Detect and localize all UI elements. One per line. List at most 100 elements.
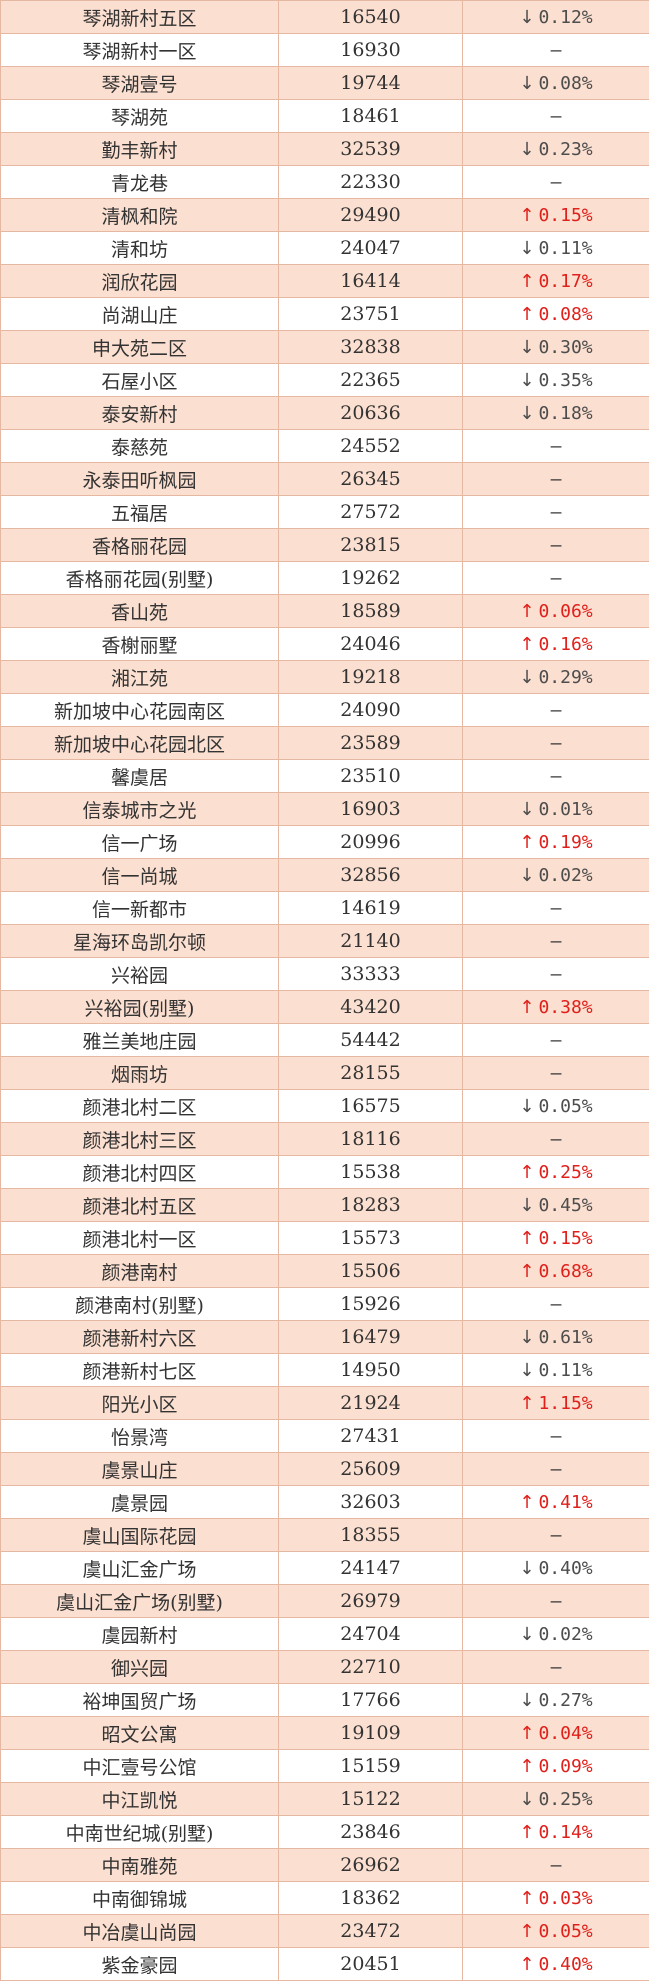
change-value: 0.14%	[538, 1822, 592, 1843]
change-value: 0.27%	[538, 1690, 592, 1711]
price-cell: 20636	[279, 397, 463, 430]
arrow-down-icon: ↓	[519, 1558, 534, 1579]
community-name-cell: 香榭丽墅	[1, 628, 279, 661]
price-cell: 23751	[279, 298, 463, 331]
arrow-up-icon: ↑	[519, 1228, 534, 1249]
change-cell: ↓0.23%	[463, 133, 649, 166]
change-value: 0.40%	[538, 1558, 592, 1579]
arrow-down-icon: ↓	[519, 337, 534, 358]
community-name-cell: 永泰田听枫园	[1, 463, 279, 496]
change-value: 0.61%	[538, 1327, 592, 1348]
community-name-cell: 新加坡中心花园北区	[1, 727, 279, 760]
change-value: 0.08%	[538, 73, 592, 94]
community-name-cell: 御兴园	[1, 1651, 279, 1684]
community-name-cell: 清枫和院	[1, 199, 279, 232]
arrow-down-icon: ↓	[519, 370, 534, 391]
community-name-cell: 中江凯悦	[1, 1783, 279, 1816]
price-cell: 21924	[279, 1387, 463, 1420]
change-value: –	[551, 1294, 562, 1315]
arrow-up-icon: ↑	[519, 601, 534, 622]
price-cell: 21140	[279, 925, 463, 958]
community-name-cell: 怡景湾	[1, 1420, 279, 1453]
price-cell: 29490	[279, 199, 463, 232]
community-name-cell: 琴湖新村五区	[1, 1, 279, 34]
arrow-down-icon: ↓	[519, 1690, 534, 1711]
change-value: 0.15%	[538, 205, 592, 226]
change-cell: ↓0.35%	[463, 364, 649, 397]
arrow-down-icon: ↓	[519, 667, 534, 688]
change-value: –	[551, 469, 562, 490]
price-cell: 20996	[279, 826, 463, 859]
arrow-down-icon: ↓	[519, 1360, 534, 1381]
community-name-cell: 尚湖山庄	[1, 298, 279, 331]
price-cell: 18461	[279, 100, 463, 133]
change-cell: ↓0.27%	[463, 1684, 649, 1717]
change-value: 0.15%	[538, 1228, 592, 1249]
price-cell: 17766	[279, 1684, 463, 1717]
arrow-down-icon: ↓	[519, 799, 534, 820]
change-cell: ↓0.18%	[463, 397, 649, 430]
change-cell: –	[463, 463, 649, 496]
change-value: –	[551, 733, 562, 754]
community-name-cell: 虞园新村	[1, 1618, 279, 1651]
community-name-cell: 中南雅苑	[1, 1849, 279, 1882]
community-name-cell: 琴湖壹号	[1, 67, 279, 100]
community-name-cell: 中南世纪城(别墅)	[1, 1816, 279, 1849]
community-name-cell: 颜港北村一区	[1, 1222, 279, 1255]
arrow-down-icon: ↓	[519, 1327, 534, 1348]
price-cell: 24090	[279, 694, 463, 727]
price-cell: 24704	[279, 1618, 463, 1651]
change-value: –	[551, 1855, 562, 1876]
price-cell: 32838	[279, 331, 463, 364]
change-cell: –	[463, 1420, 649, 1453]
arrow-up-icon: ↑	[519, 1492, 534, 1513]
arrow-down-icon: ↓	[519, 1096, 534, 1117]
price-cell: 28155	[279, 1057, 463, 1090]
change-cell: –	[463, 925, 649, 958]
change-value: 0.06%	[538, 601, 592, 622]
change-value: 0.12%	[538, 7, 592, 28]
price-cell: 16414	[279, 265, 463, 298]
community-name-cell: 兴裕园	[1, 958, 279, 991]
price-cell: 22710	[279, 1651, 463, 1684]
change-cell: ↓0.08%	[463, 67, 649, 100]
change-value: 1.15%	[538, 1393, 592, 1414]
price-cell: 26979	[279, 1585, 463, 1618]
change-value: –	[551, 766, 562, 787]
change-cell: –	[463, 496, 649, 529]
change-value: 0.18%	[538, 403, 592, 424]
price-cell: 20451	[279, 1948, 463, 1981]
table-row: 颜港南村(别墅)15926–	[1, 1288, 649, 1321]
change-cell: ↑0.08%	[463, 298, 649, 331]
arrow-down-icon: ↓	[519, 139, 534, 160]
change-cell: ↑0.38%	[463, 991, 649, 1024]
community-name-cell: 信一广场	[1, 826, 279, 859]
arrow-up-icon: ↑	[519, 832, 534, 853]
community-name-cell: 虞景园	[1, 1486, 279, 1519]
price-cell: 23815	[279, 529, 463, 562]
change-value: –	[551, 1525, 562, 1546]
price-cell: 18362	[279, 1882, 463, 1915]
arrow-down-icon: ↓	[519, 7, 534, 28]
change-value: 0.11%	[538, 238, 592, 259]
change-cell: –	[463, 166, 649, 199]
change-value: –	[551, 1063, 562, 1084]
price-cell: 19218	[279, 661, 463, 694]
price-cell: 16479	[279, 1321, 463, 1354]
community-name-cell: 虞山国际花园	[1, 1519, 279, 1552]
community-name-cell: 雅兰美地庄园	[1, 1024, 279, 1057]
